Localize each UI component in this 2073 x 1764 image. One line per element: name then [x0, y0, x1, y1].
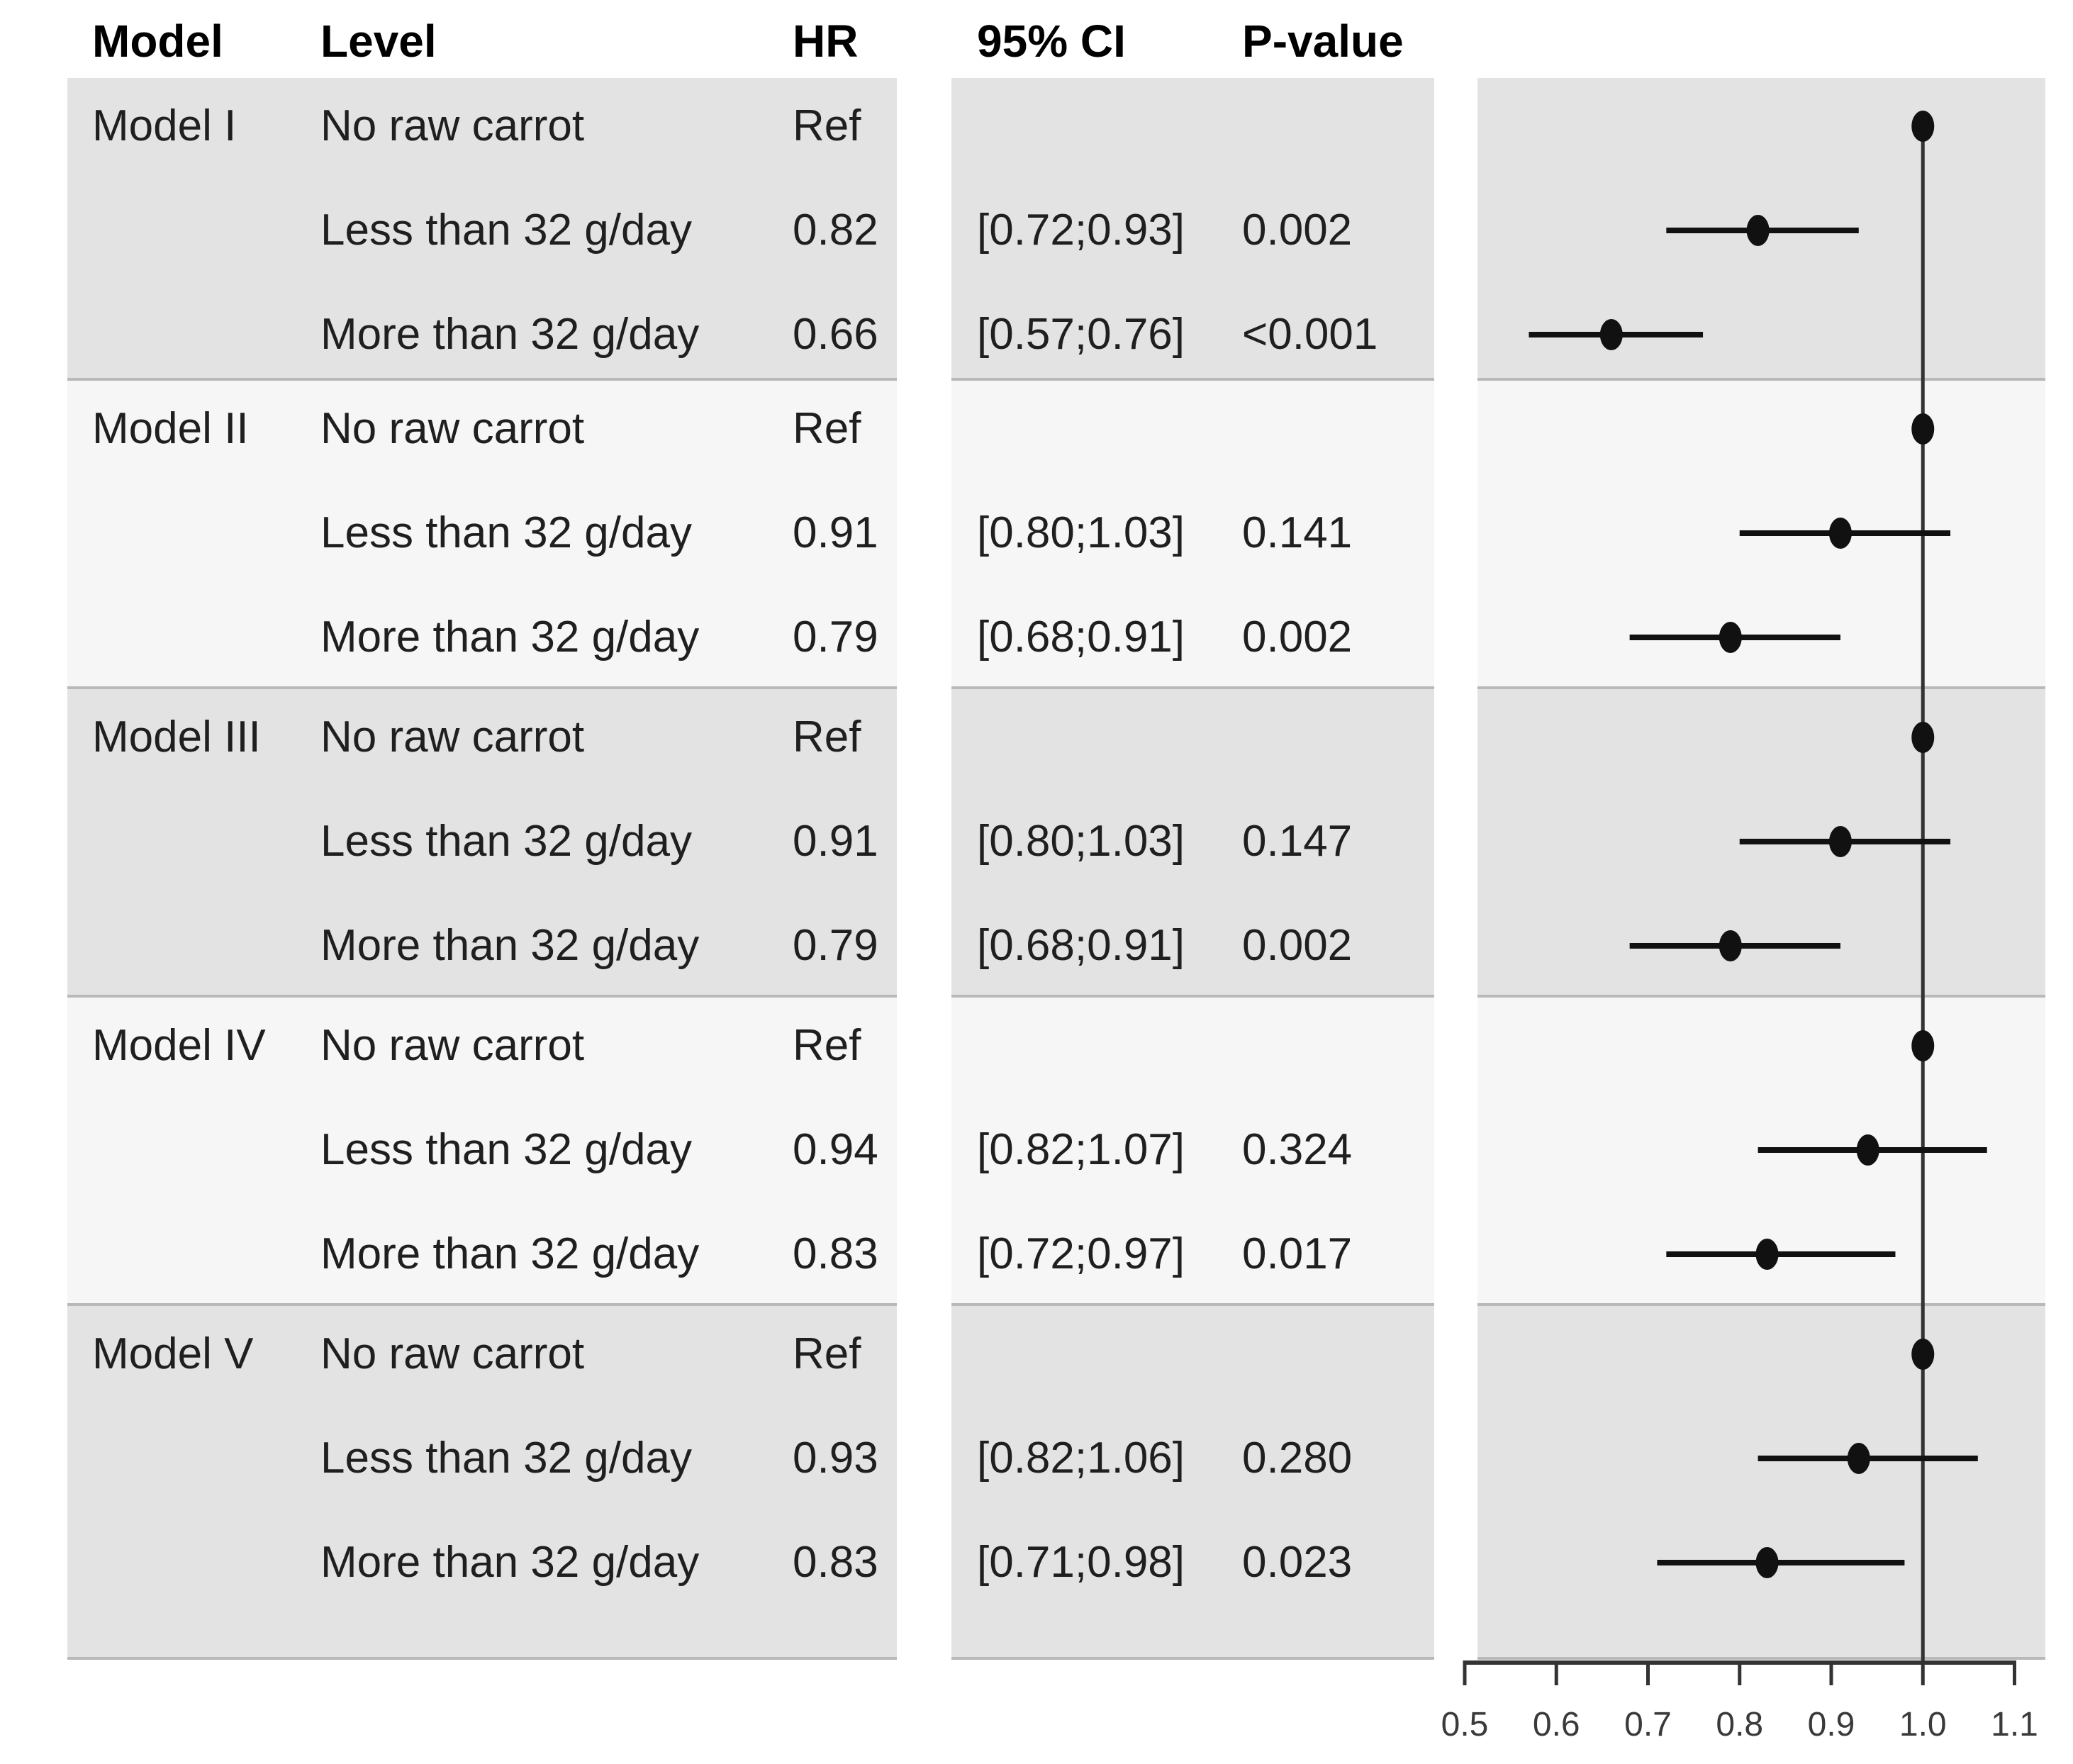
hr-value: 0.83: [793, 1229, 878, 1278]
column-header-pvalue: P-value: [1242, 16, 1404, 67]
hr-dot: [1755, 1239, 1779, 1270]
hr-dot: [1719, 930, 1742, 961]
p-value: 0.002: [1242, 613, 1353, 662]
column-header-level: Level: [320, 16, 437, 67]
p-value: 0.141: [1242, 508, 1353, 557]
hr-value: 0.66: [793, 310, 878, 359]
level-label: More than 32 g/day: [320, 310, 700, 359]
hr-value: 0.91: [793, 817, 878, 866]
hr-dot: [1828, 826, 1852, 857]
level-label: Less than 32 g/day: [320, 206, 692, 255]
shade-band-group4-panel2: [951, 998, 1434, 1306]
p-value: 0.002: [1242, 206, 1353, 255]
ci-value: [0.72;0.93]: [977, 206, 1185, 255]
level-label: Less than 32 g/day: [320, 1434, 692, 1483]
hr-dot: [1599, 319, 1623, 350]
ci-value: [0.80;1.03]: [977, 817, 1185, 866]
shade-band-group5-panel1: [67, 1306, 897, 1660]
shade-band-group5-panel2: [951, 1306, 1434, 1660]
level-label: No raw carrot: [320, 713, 585, 761]
p-value: 0.280: [1242, 1434, 1353, 1483]
level-label: Less than 32 g/day: [320, 1125, 692, 1174]
level-label: More than 32 g/day: [320, 1229, 700, 1278]
hr-dot: [1828, 518, 1852, 549]
shade-band-group2-panel1: [67, 381, 897, 689]
model-label: Model III: [92, 713, 261, 761]
hr-value: 0.79: [793, 921, 878, 970]
model-label: Model II: [92, 404, 249, 453]
p-value: 0.017: [1242, 1229, 1353, 1278]
column-header-hr: HR: [793, 16, 859, 67]
hr-value: Ref: [793, 101, 861, 150]
p-value: <0.001: [1242, 310, 1378, 359]
level-label: Less than 32 g/day: [320, 508, 692, 557]
level-label: No raw carrot: [320, 101, 585, 150]
shade-band-group3-panel1: [67, 689, 897, 998]
shade-band-group4-panel1: [67, 998, 897, 1306]
ci-value: [0.68;0.91]: [977, 613, 1185, 662]
shade-band-group5-panel3: [1477, 1306, 2045, 1660]
p-value: 0.023: [1242, 1538, 1353, 1587]
p-value: 0.147: [1242, 817, 1353, 866]
shade-band-group1-panel1: [67, 78, 897, 381]
hr-value: 0.91: [793, 508, 878, 557]
reference-dot: [1911, 111, 1935, 142]
ci-value: [0.57;0.76]: [977, 310, 1185, 359]
shade-band-group3-panel2: [951, 689, 1434, 998]
p-value: 0.324: [1242, 1125, 1353, 1174]
level-label: No raw carrot: [320, 1329, 585, 1378]
ci-value: [0.80;1.03]: [977, 508, 1185, 557]
level-label: No raw carrot: [320, 1021, 585, 1070]
hr-value: 0.83: [793, 1538, 878, 1587]
ci-value: [0.82;1.06]: [977, 1434, 1185, 1483]
ci-value: [0.82;1.07]: [977, 1125, 1185, 1174]
shade-band-group1-panel2: [951, 78, 1434, 381]
axis-tick-label: 1.1: [1991, 1706, 2038, 1743]
reference-dot: [1911, 1339, 1935, 1370]
column-header-model: Model: [92, 16, 223, 67]
axis-tick-label: 0.9: [1808, 1706, 1855, 1743]
ci-value: [0.72;0.97]: [977, 1229, 1185, 1278]
hr-value: 0.79: [793, 613, 878, 662]
axis-tick-label: 1.0: [1899, 1706, 1947, 1743]
model-label: Model I: [92, 101, 237, 150]
level-label: More than 32 g/day: [320, 921, 700, 970]
hr-value: Ref: [793, 1329, 861, 1378]
ci-value: [0.71;0.98]: [977, 1538, 1185, 1587]
level-label: More than 32 g/day: [320, 1538, 700, 1587]
hr-dot: [1847, 1443, 1870, 1474]
reference-dot: [1911, 1030, 1935, 1061]
hr-value: Ref: [793, 404, 861, 453]
p-value: 0.002: [1242, 921, 1353, 970]
hr-dot: [1856, 1134, 1879, 1166]
model-label: Model IV: [92, 1021, 266, 1070]
axis-tick-label: 0.5: [1441, 1706, 1489, 1743]
axis-tick-label: 0.7: [1624, 1706, 1672, 1743]
level-label: More than 32 g/day: [320, 613, 700, 662]
hr-value: 0.94: [793, 1125, 878, 1174]
hr-value: Ref: [793, 713, 861, 761]
level-label: Less than 32 g/day: [320, 817, 692, 866]
model-label: Model V: [92, 1329, 254, 1378]
hr-value: 0.82: [793, 206, 878, 255]
hr-dot: [1746, 215, 1770, 246]
axis-tick-label: 0.8: [1716, 1706, 1763, 1743]
hr-dot: [1719, 622, 1742, 653]
reference-dot: [1911, 413, 1935, 445]
level-label: No raw carrot: [320, 404, 585, 453]
ci-value: [0.68;0.91]: [977, 921, 1185, 970]
column-header-ci: 95% CI: [977, 16, 1126, 67]
axis-tick-label: 0.6: [1533, 1706, 1580, 1743]
hr-dot: [1755, 1547, 1779, 1578]
shade-band-group2-panel2: [951, 381, 1434, 689]
hr-value: Ref: [793, 1021, 861, 1070]
hr-value: 0.93: [793, 1434, 878, 1483]
reference-dot: [1911, 722, 1935, 753]
